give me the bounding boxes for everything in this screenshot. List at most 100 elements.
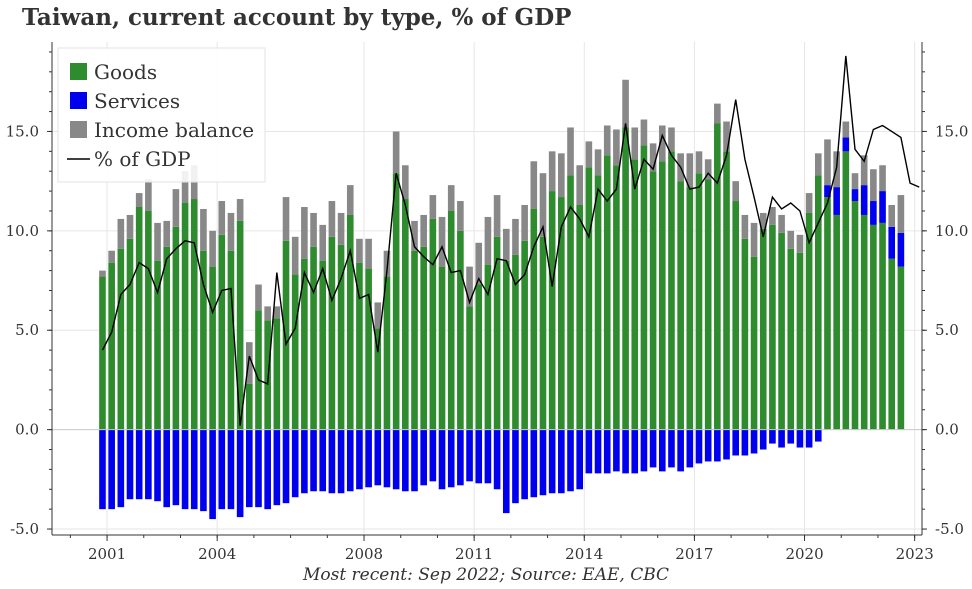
goods-bar — [493, 236, 501, 430]
goods-bar — [548, 191, 556, 430]
goods-bar — [658, 161, 666, 430]
services-bar — [585, 429, 593, 474]
income-bar — [622, 79, 629, 128]
income-bar — [732, 181, 740, 202]
services-bar — [126, 429, 134, 500]
income-bar — [145, 179, 152, 211]
goods-bar — [282, 240, 290, 430]
goods-bar — [824, 197, 831, 430]
services-bar — [805, 429, 813, 448]
goods-bar — [218, 234, 226, 430]
x-tick-label: 2001 — [88, 545, 126, 563]
goods-bar — [457, 230, 464, 430]
services-bar — [668, 429, 675, 468]
services-bar — [714, 429, 721, 462]
goods-bar — [337, 244, 345, 430]
x-tick-label: 2023 — [896, 545, 934, 563]
goods-bar — [842, 151, 850, 430]
income-bar — [769, 207, 776, 225]
services-bar — [732, 429, 740, 456]
income-bar — [273, 306, 281, 319]
income-bar — [181, 171, 189, 204]
x-tick-label: 2008 — [345, 545, 383, 563]
income-bar — [172, 189, 180, 227]
services-bar — [778, 429, 785, 448]
goods-bar — [383, 276, 391, 430]
goods-bar — [539, 236, 547, 430]
goods-bar — [640, 145, 648, 430]
income-bar — [126, 214, 134, 239]
income-bar — [356, 238, 363, 263]
goods-bar — [567, 175, 574, 430]
x-tick-label: 2014 — [565, 545, 603, 563]
y-tick-label-left: -5.0 — [10, 520, 39, 538]
x-tick-label: 2004 — [198, 545, 236, 563]
goods-bar — [704, 179, 712, 430]
goods-bar — [429, 218, 437, 430]
services-bar — [447, 429, 455, 488]
services-bar — [181, 429, 189, 510]
goods-bar — [356, 262, 363, 430]
services-bar — [154, 429, 161, 502]
goods-bar — [438, 266, 446, 430]
goods-bar — [695, 173, 703, 430]
services-bar — [879, 191, 886, 223]
income-bar — [640, 119, 648, 146]
income-bar — [603, 125, 611, 156]
goods-bar — [723, 151, 730, 430]
income-bar — [135, 193, 143, 207]
goods-bar — [264, 320, 271, 430]
gdp-line-layer — [101, 55, 920, 426]
goods-bar — [677, 181, 684, 430]
y-tick-label-left: 10.0 — [6, 222, 39, 240]
income-bar — [668, 127, 675, 152]
services-bar — [172, 429, 180, 506]
services-bar — [622, 429, 629, 474]
services-bar — [383, 429, 391, 488]
services-bar — [328, 429, 336, 494]
income-bar — [567, 127, 574, 176]
goods-bar — [172, 226, 180, 430]
income-bar — [842, 121, 850, 138]
services-bar — [796, 429, 804, 448]
income-bar — [778, 214, 785, 233]
services-bar — [842, 137, 850, 152]
goods-bar — [622, 127, 629, 430]
income-bar — [457, 201, 464, 231]
y-tick-label-left: 0.0 — [15, 421, 39, 439]
goods-bar — [888, 258, 896, 430]
services-bar — [493, 429, 501, 490]
y-tick-label-right: 10.0 — [935, 222, 968, 240]
goods-bar — [585, 167, 593, 430]
y-tick-label-right: 15.0 — [935, 122, 968, 140]
services-bar — [741, 429, 749, 456]
legend-gdp-label: % of GDP — [94, 147, 191, 171]
income-bar — [585, 141, 593, 168]
income-bar — [851, 173, 859, 190]
goods-bar — [163, 246, 171, 430]
income-bar — [493, 195, 501, 237]
legend-services-label: Services — [94, 89, 180, 113]
income-bar — [750, 222, 758, 257]
services-bar — [649, 429, 657, 468]
services-bar — [851, 189, 859, 202]
goods-bar — [686, 187, 694, 430]
income-bar — [218, 201, 226, 235]
services-bar — [521, 429, 528, 500]
income-bar — [282, 197, 290, 241]
goods-bar — [732, 201, 740, 430]
services-bar — [264, 429, 271, 510]
goods-bar — [484, 264, 492, 430]
services-bar — [502, 429, 510, 514]
goods-bar — [108, 262, 115, 430]
services-bar — [640, 429, 648, 472]
legend-box — [57, 47, 266, 183]
goods-bar — [512, 254, 519, 430]
goods-bar — [631, 159, 639, 430]
services-bar — [392, 429, 400, 490]
income-bar — [328, 201, 336, 237]
goods-bar — [851, 201, 859, 430]
goods-bar — [365, 268, 372, 430]
income-bar — [475, 242, 483, 285]
income-bar — [264, 306, 271, 321]
